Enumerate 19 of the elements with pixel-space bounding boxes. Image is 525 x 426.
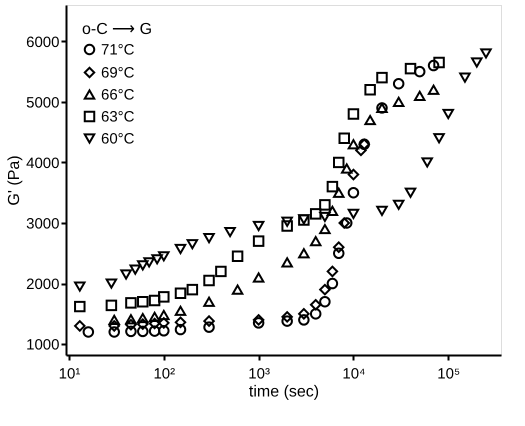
y-tick-label: 6000 [26, 34, 60, 51]
legend-title: o-C ⟶ G [82, 21, 152, 38]
x-axis-title: time (sec) [248, 384, 320, 400]
x-tick-label: 10¹ [58, 366, 80, 382]
y-tick-label: 3000 [26, 215, 60, 232]
x-tick-label: 10⁵ [437, 366, 460, 382]
legend-label: 66°C [101, 86, 135, 104]
legend-label: 71°C [101, 42, 135, 58]
y-axis-title: G' (Pa) [6, 155, 24, 206]
y-tick-label: 1000 [26, 336, 60, 354]
legend-label: 60°C [101, 130, 135, 148]
y-tick-label: 5000 [26, 94, 60, 112]
x-tick-label: 10² [153, 366, 176, 382]
y-tick-label: 4000 [26, 154, 60, 172]
legend-label: 69°C [101, 64, 135, 82]
legend-label: 63°C [101, 108, 135, 126]
x-tick-label: 10⁴ [342, 366, 366, 382]
x-tick-label: 10³ [248, 366, 270, 382]
y-tick-label: 2000 [26, 276, 60, 294]
